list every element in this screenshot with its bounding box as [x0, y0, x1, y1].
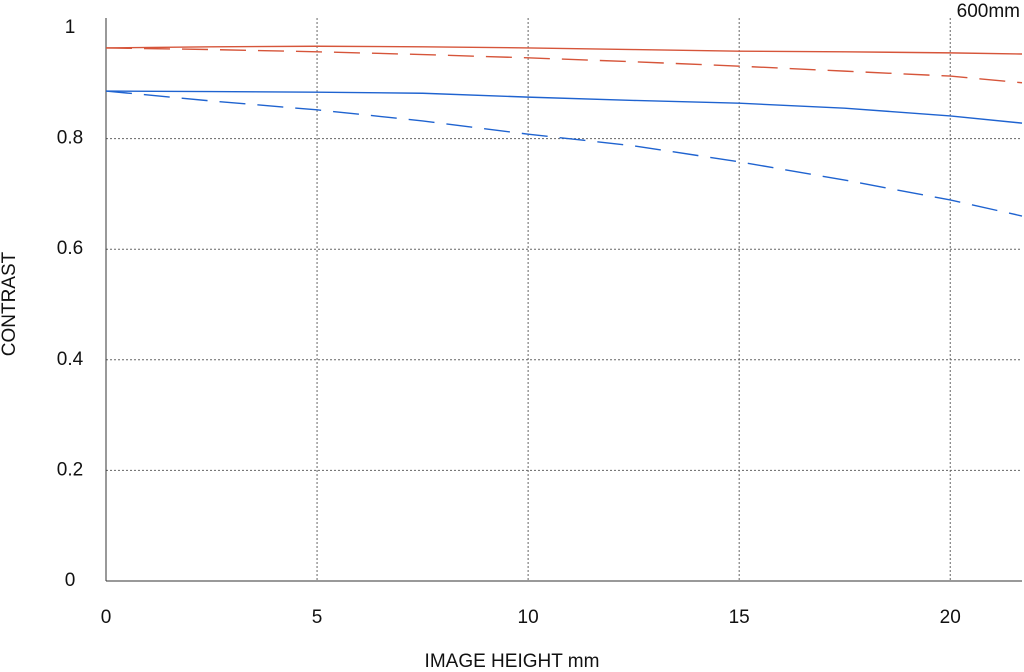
data-line [105, 90, 1023, 124]
data-line [105, 47, 1023, 84]
y-tick-label: 0.4 [57, 349, 84, 370]
y-tick-label: 0 [65, 570, 76, 591]
y-tick-label: 1 [65, 17, 76, 38]
y-tick-label: 0.6 [57, 238, 83, 259]
x-tick-label: 5 [312, 607, 323, 628]
y-tick-label: 0.8 [57, 128, 83, 149]
data-line [105, 45, 1023, 55]
y-tick-label: 0.2 [57, 459, 83, 480]
y-axis-label: CONTRAST [0, 251, 20, 356]
x-tick-label: 10 [518, 607, 539, 628]
x-tick-label: 20 [940, 607, 961, 628]
x-tick-label: 15 [729, 607, 750, 628]
x-axis-label: IMAGE HEIGHT mm [425, 651, 600, 672]
chart-title: 600mm [957, 1, 1020, 22]
x-tick-label: 0 [101, 607, 112, 628]
data-line [105, 90, 1023, 217]
